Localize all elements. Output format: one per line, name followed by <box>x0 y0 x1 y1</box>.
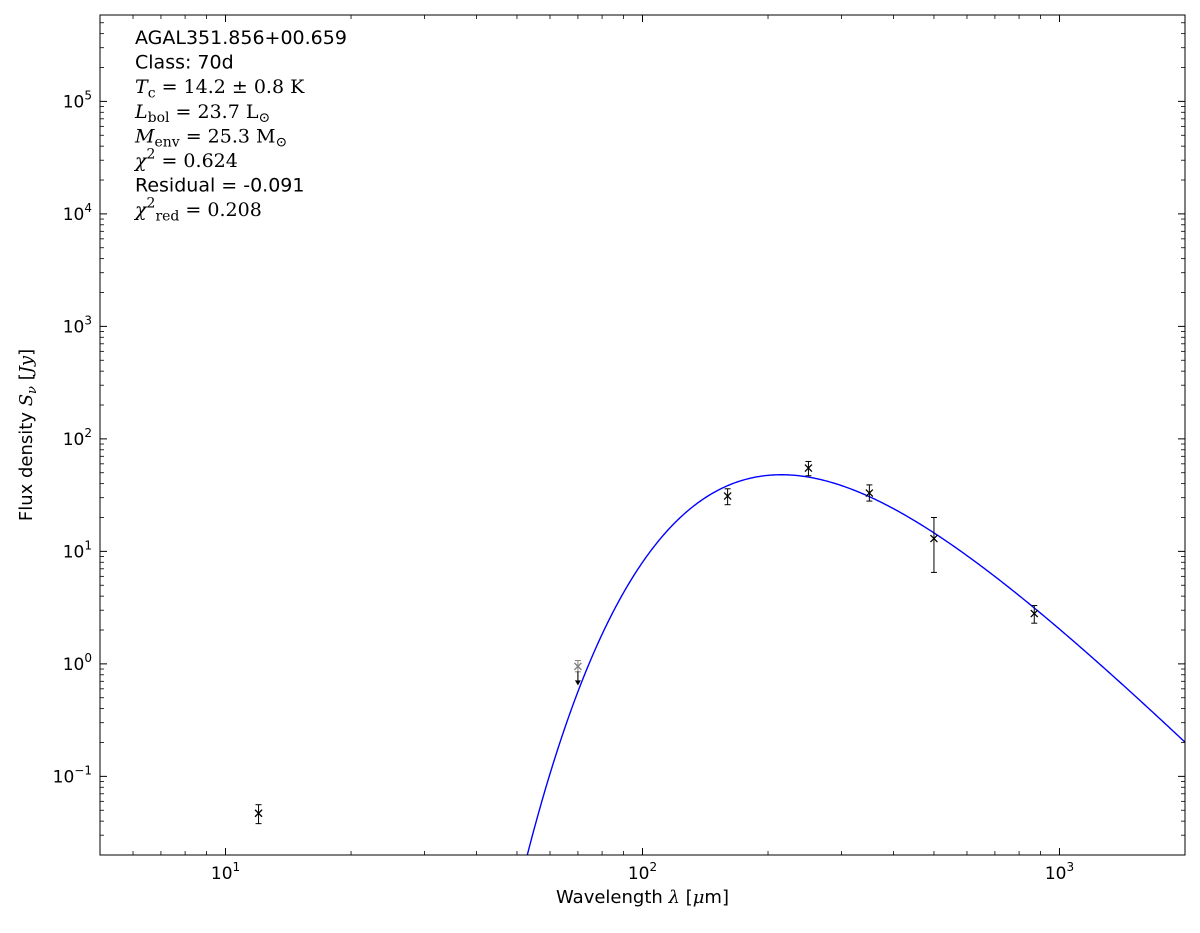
axis-ticks: 101 102 103 10−1 100 101 102 103 104 105 <box>53 15 1185 884</box>
annotation-line: χ2red = 0.208 <box>133 196 262 225</box>
annotation-line: χ2 = 0.624 <box>133 146 238 172</box>
annotation-line: Lbol = 23.7 L⊙ <box>134 101 270 126</box>
x-marker <box>929 534 938 543</box>
x-marker <box>254 809 263 818</box>
x-marker <box>573 662 582 671</box>
x-tick-label: 103 <box>1045 860 1074 884</box>
y-tick-label: 100 <box>63 651 92 675</box>
x-marker <box>804 464 813 473</box>
x-marker <box>1030 609 1039 618</box>
y-tick-label: 102 <box>63 426 92 450</box>
y-tick-label: 10−1 <box>53 763 92 787</box>
y-tick-label: 103 <box>63 313 92 337</box>
annotation-line: Residual = -0.091 <box>135 175 305 197</box>
upper-limit-arrowhead <box>574 680 581 686</box>
annotation-line: AGAL351.856+00.659 <box>135 27 347 49</box>
data-point <box>929 517 938 573</box>
data-point <box>254 804 263 825</box>
data-point <box>573 660 582 686</box>
data-point <box>1030 605 1039 624</box>
x-axis-label: Wavelength λ [μm] <box>556 887 729 908</box>
y-tick-label: 105 <box>63 88 92 112</box>
y-axis-label: Flux density Sν [Jy] <box>16 349 40 521</box>
y-tick-label: 101 <box>63 538 92 562</box>
y-tick-label: 104 <box>63 201 92 225</box>
data-points <box>254 460 1039 825</box>
model-fit-curve <box>526 474 1185 855</box>
data-point <box>804 460 813 477</box>
x-marker <box>865 489 874 498</box>
data-point <box>865 484 874 502</box>
x-tick-label: 101 <box>211 860 240 884</box>
plot-frame <box>99 14 1186 856</box>
annotation-line: Tc = 14.2 ± 0.8 K <box>135 76 305 101</box>
data-point <box>723 488 732 506</box>
x-tick-label: 102 <box>628 860 657 884</box>
annotation-line: Class: 70d <box>135 52 234 74</box>
x-marker <box>723 492 732 501</box>
annotation-line: Menv = 25.3 M⊙ <box>134 125 287 150</box>
